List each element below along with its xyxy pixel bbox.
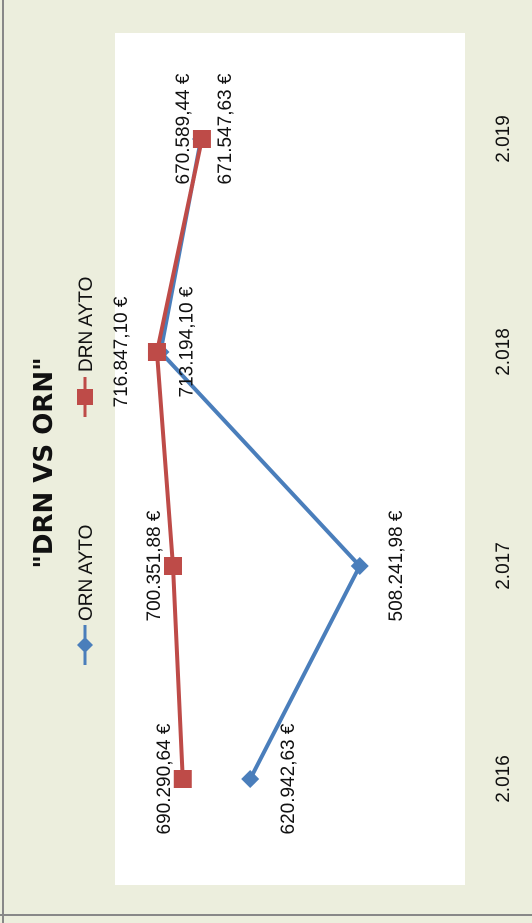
data-label-drn-1: 700.351,88 € — [144, 510, 165, 621]
legend-square-icon — [77, 389, 93, 405]
data-point-drn-1 — [163, 557, 182, 575]
legend: ORN AYTO DRN AYTO — [76, 277, 97, 665]
data-point-drn-0 — [173, 770, 192, 788]
data-labels: 620.942,63 € 508.241,98 € 713.194,10 € 671.… — [111, 73, 407, 834]
legend-diamond-icon — [77, 637, 93, 653]
data-label-drn-2: 716.847,10 € — [111, 296, 132, 407]
plot-area — [115, 33, 465, 885]
legend-item-orn: ORN AYTO — [76, 525, 97, 665]
series-line-drn — [154, 138, 204, 780]
data-point-orn-1 — [350, 557, 369, 575]
data-label-drn-0: 690.290,64 € — [154, 723, 175, 834]
data-label-orn-2: 713.194,10 € — [177, 286, 198, 397]
data-label-orn-0: 620.942,63 € — [278, 723, 299, 834]
data-point-drn-2 — [147, 343, 166, 361]
x-axis-ticks: 2.016 2.017 2.018 2.019 — [493, 115, 514, 803]
x-tick-label-0: 2.016 — [493, 755, 514, 803]
data-label-orn-1: 508.241,98 € — [386, 510, 407, 621]
legend-item-drn: DRN AYTO — [76, 277, 97, 417]
data-label-drn-3: 670.589,44 € — [173, 73, 194, 184]
legend-label-drn: DRN AYTO — [76, 277, 97, 372]
chart-title: "DRN VS ORN" — [29, 357, 59, 568]
x-tick-label-1: 2.017 — [493, 542, 514, 590]
legend-label-orn: ORN AYTO — [76, 525, 97, 621]
series-layer — [147, 130, 369, 788]
x-tick-label-3: 2.019 — [493, 115, 514, 163]
data-point-orn-0 — [241, 770, 260, 788]
data-point-drn-3 — [192, 130, 211, 148]
data-label-orn-3: 671.547,63 € — [215, 73, 236, 184]
x-tick-label-2: 2.018 — [493, 328, 514, 376]
